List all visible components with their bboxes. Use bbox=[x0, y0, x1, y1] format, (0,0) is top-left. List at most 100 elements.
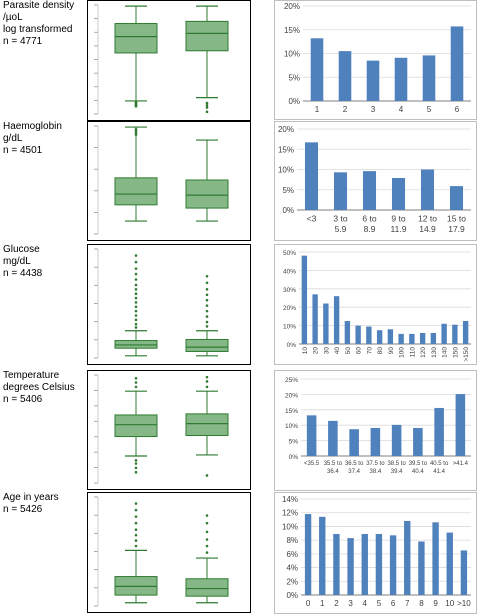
x-tick-label: 60 bbox=[356, 347, 363, 355]
y-tick-label: 14% bbox=[282, 495, 298, 504]
variable-label-line: degrees Celsius bbox=[3, 382, 75, 393]
y-tick-label: 50% bbox=[283, 250, 296, 257]
box-outlier bbox=[205, 298, 209, 302]
bar bbox=[434, 407, 444, 456]
bar bbox=[306, 415, 317, 456]
variable-label-line: Temperature bbox=[3, 370, 60, 381]
bar bbox=[398, 333, 404, 344]
x-tick-label: <35.5 bbox=[304, 461, 320, 467]
x-tick-label-line: 37.5 to bbox=[366, 461, 385, 467]
box-plot-group bbox=[185, 514, 229, 604]
box-outlier bbox=[134, 376, 138, 380]
x-tick-label-line: 39.4 bbox=[391, 469, 403, 475]
box-outlier bbox=[134, 466, 138, 470]
x-tick-label-line: 36.4 bbox=[327, 469, 339, 475]
x-tick-label-line: 40.5 to bbox=[430, 461, 449, 467]
variable-label-line: n = 4501 bbox=[3, 145, 43, 156]
box-plot-group bbox=[185, 139, 229, 222]
box-outlier bbox=[134, 533, 138, 537]
bar-chart-panel: 0% 2% 4% 6% 8% 10% 12% 14% 0 1 2 3 4 5 6 7 8 9 10 >10 bbox=[274, 492, 477, 614]
bar bbox=[344, 321, 351, 344]
variable-label-line: Glucose bbox=[3, 244, 40, 255]
bar bbox=[366, 60, 380, 101]
bar bbox=[394, 57, 408, 101]
variable-label-line: Haemoglobin bbox=[3, 121, 62, 132]
box-plot-svg bbox=[94, 4, 229, 115]
x-tick-label-line: 8.9 bbox=[364, 224, 376, 234]
x-tick-label-line: 39.5 to bbox=[409, 461, 428, 467]
panel-row: Parasite density/µoL log transformed n = 4… bbox=[0, 0, 479, 121]
box-outlier bbox=[205, 320, 209, 324]
x-tick-label: 120 bbox=[420, 347, 427, 358]
x-tick-label: 5 bbox=[427, 105, 432, 114]
box-outlier bbox=[205, 530, 209, 534]
y-tick-label: 15% bbox=[278, 145, 294, 154]
box-outlier bbox=[205, 309, 209, 313]
box-outlier bbox=[205, 293, 209, 297]
x-tick-label-line: 38.5 to bbox=[387, 461, 406, 467]
x-tick-label-line: 3 to bbox=[333, 214, 347, 224]
bar bbox=[462, 321, 469, 344]
bar bbox=[347, 538, 354, 595]
bar-chart-svg: 0%5%10%15%20%25%<35.5 35.5 to 36.436.5 to 3… bbox=[285, 377, 471, 475]
x-tick-label: 2 bbox=[334, 599, 339, 608]
y-tick-label: 10% bbox=[285, 423, 298, 430]
bar-chart-svg: 0% 5% 10% 15% 20% <3 3 to 5.9 6 to 8.9 9 to 11.9 12 … bbox=[278, 125, 471, 234]
box-plot-svg bbox=[94, 374, 229, 484]
y-tick-label: 10% bbox=[283, 324, 296, 331]
bar bbox=[328, 420, 338, 456]
box-iqr bbox=[185, 338, 229, 352]
x-tick-label: 6 bbox=[455, 105, 460, 114]
x-tick-label: 35.5 to 36.4 bbox=[324, 461, 343, 475]
bar bbox=[419, 332, 426, 344]
variable-label-line: Age in years bbox=[3, 492, 59, 503]
x-tick-label: 4 bbox=[363, 599, 368, 608]
box-outlier bbox=[134, 100, 138, 104]
box-plot-panel bbox=[87, 244, 251, 365]
box-outlier bbox=[134, 127, 138, 131]
box-outlier bbox=[205, 325, 209, 328]
box-outlier bbox=[205, 538, 209, 541]
variable-label-line: Parasite density bbox=[3, 0, 75, 11]
box-outlier bbox=[134, 322, 138, 326]
x-tick-label: 6 bbox=[391, 599, 396, 608]
x-tick-label-line: 14.9 bbox=[419, 224, 436, 234]
x-tick-label: 110 bbox=[409, 347, 416, 358]
y-tick-label: 25% bbox=[285, 377, 298, 384]
x-tick-label-line: 11.9 bbox=[391, 224, 407, 234]
x-tick-label: 9 bbox=[433, 599, 438, 608]
bar-chart-panel: 0% 5% 10% 15% 20% 25% <35.5 35.5 to 36.4 36.5 to 3… bbox=[274, 370, 477, 491]
x-tick-label-line: <35.5 bbox=[304, 461, 320, 467]
y-tick-label: 4% bbox=[286, 564, 298, 573]
bar bbox=[319, 516, 326, 595]
bar bbox=[304, 142, 319, 210]
bar bbox=[413, 427, 423, 456]
bar bbox=[460, 550, 468, 595]
box-plot-group bbox=[114, 126, 158, 222]
box-outlier bbox=[134, 314, 138, 317]
variable-label-line: n = 4438 bbox=[3, 268, 43, 279]
x-tick-label: 8 bbox=[419, 599, 424, 608]
box-iqr bbox=[185, 179, 229, 209]
box-outlier bbox=[134, 305, 138, 309]
box-outlier bbox=[134, 539, 138, 542]
bar-chart-panel: 0% 5% 10% 15% 20% 1 2 3 4 5 6 bbox=[274, 0, 477, 120]
box-iqr bbox=[185, 578, 229, 597]
bar bbox=[441, 323, 447, 344]
x-tick-label: 4 bbox=[399, 105, 404, 114]
x-tick-label-line: 41.4 bbox=[433, 469, 445, 475]
box-outlier bbox=[205, 375, 209, 379]
x-tick-label-line: 17.9 bbox=[448, 224, 465, 234]
y-tick-label: 2% bbox=[286, 577, 298, 586]
box-outlier bbox=[134, 381, 138, 384]
box-outlier bbox=[205, 281, 209, 285]
bar bbox=[455, 394, 466, 456]
box-outlier bbox=[134, 288, 138, 291]
y-tick-label: 40% bbox=[283, 268, 296, 275]
x-tick-label: >150 bbox=[463, 347, 470, 362]
bar bbox=[391, 424, 402, 456]
bar bbox=[450, 26, 464, 101]
y-tick-label: 0% bbox=[282, 206, 294, 215]
y-tick-label: 10% bbox=[282, 522, 298, 531]
box-plot-group bbox=[114, 254, 158, 357]
